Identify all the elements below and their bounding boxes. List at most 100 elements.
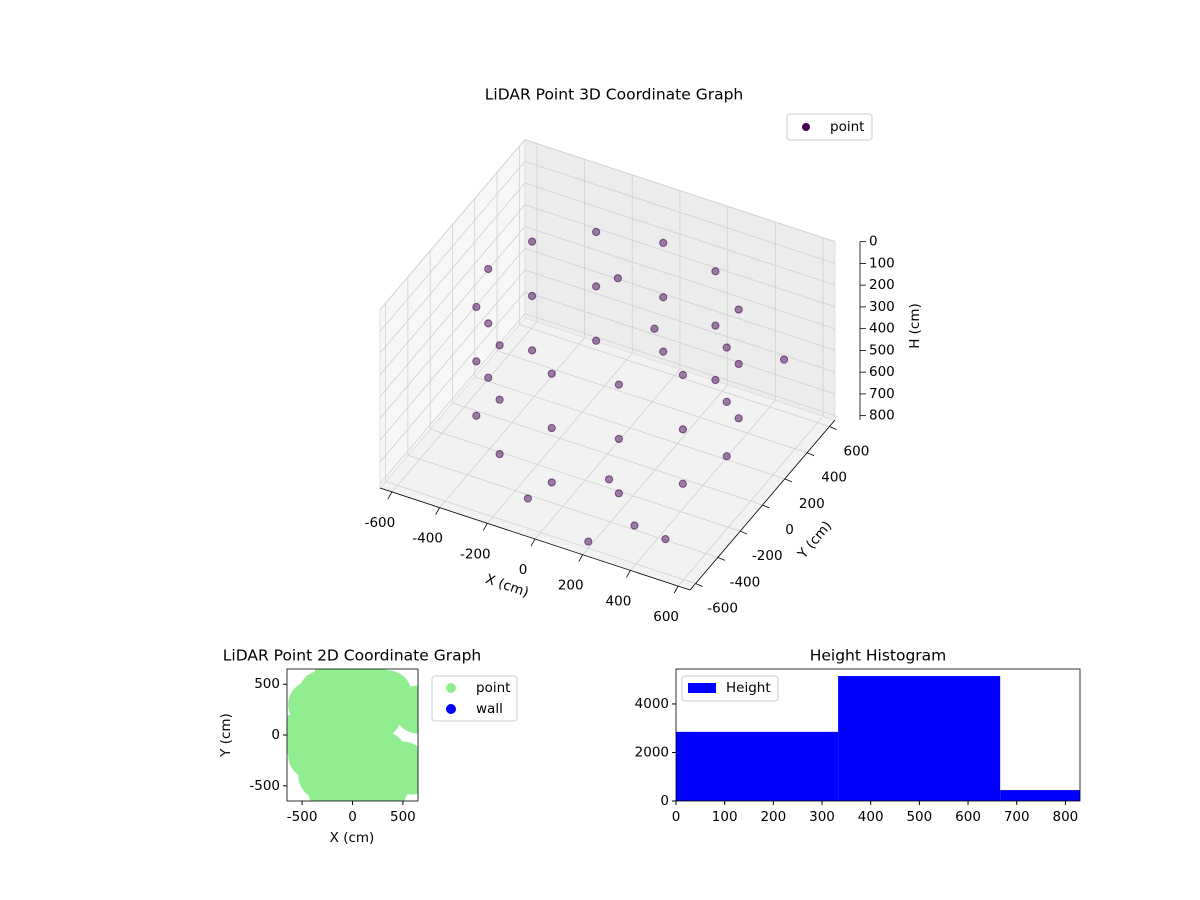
tick-mark (673, 585, 679, 594)
legend-box (431, 675, 518, 722)
y-tick-label: 4000 (635, 696, 669, 712)
y-tick-label: 2000 (635, 744, 669, 760)
point (484, 264, 493, 274)
point (678, 425, 687, 434)
point (592, 282, 601, 291)
point (711, 375, 720, 385)
x-tick-label: 200 (558, 578, 584, 594)
grid-line (524, 139, 836, 243)
x-axis-label: X (cm) (330, 830, 375, 846)
point (484, 373, 493, 382)
point (614, 434, 623, 444)
y-tick-label: 600 (844, 444, 870, 460)
point (523, 494, 533, 503)
y-tick-label: 0 (271, 727, 280, 743)
x-tick-label: 100 (712, 809, 738, 825)
tick-mark (435, 507, 440, 515)
legend-marker (688, 683, 716, 693)
x-tick-label: -600 (365, 515, 396, 531)
x-tick-label: 0 (672, 809, 681, 825)
tick-mark (829, 426, 837, 430)
grid-line (524, 182, 836, 286)
point (722, 397, 731, 407)
legend-marker (446, 683, 456, 693)
tick-mark (530, 538, 536, 547)
legend-label: wall (476, 701, 503, 717)
grid-line (379, 204, 526, 376)
tick-mark (626, 570, 631, 578)
x-tick-label: 600 (955, 809, 981, 825)
tick-mark (762, 504, 770, 509)
point (495, 341, 504, 350)
z-tick-label: 200 (869, 277, 895, 293)
grid-line (474, 376, 785, 480)
tick-mark (784, 478, 792, 483)
point (484, 319, 493, 328)
legend-box (681, 675, 779, 702)
x-tick-label: 600 (653, 609, 679, 625)
point (288, 731, 337, 780)
legend-label: point (476, 680, 510, 696)
point (678, 370, 687, 380)
x-tick-label: 0 (519, 562, 528, 578)
z-tick-label: 500 (869, 342, 895, 358)
x-tick-label: -400 (412, 531, 443, 547)
point (604, 475, 614, 484)
grid-line (379, 269, 526, 441)
bar (676, 731, 839, 801)
point (678, 479, 687, 488)
x-tick-label: -200 (460, 546, 491, 562)
y-tick-label: 200 (799, 496, 825, 512)
z-tick-label: 700 (869, 386, 895, 402)
tick-mark (740, 530, 748, 535)
legend-box (786, 113, 873, 141)
chart-title: LiDAR Point 2D Coordinate Graph (223, 647, 481, 665)
z-tick-label: 300 (869, 299, 895, 315)
z-axis-label: H (cm) (907, 303, 923, 349)
y-tick-label: 400 (821, 470, 847, 486)
grid-line (379, 161, 526, 332)
legend-marker (446, 704, 456, 714)
grid-line (379, 182, 526, 354)
z-tick-label: 400 (869, 321, 895, 337)
point (472, 411, 481, 420)
grid-line (524, 247, 836, 351)
point (358, 731, 407, 780)
grid-line (524, 226, 836, 330)
axis-line (689, 419, 836, 591)
bar (1000, 790, 1080, 801)
grid-line (524, 313, 836, 417)
grid-line (519, 324, 830, 427)
tick-mark (695, 583, 703, 587)
y-tick-label: -200 (752, 548, 783, 564)
grid-line (379, 291, 526, 463)
grid-line (524, 291, 836, 395)
legend-label: Height (726, 680, 771, 696)
y-tick-label: 0 (785, 522, 794, 538)
point (734, 414, 743, 423)
y-tick-label: 0 (660, 793, 669, 809)
grid-line (385, 481, 696, 584)
x-tick-label: 700 (1004, 809, 1030, 825)
point (495, 395, 504, 404)
grid-line (430, 428, 741, 532)
point (528, 291, 537, 301)
point (711, 321, 720, 330)
y-tick-label: -500 (249, 778, 280, 794)
tick-mark (578, 554, 584, 562)
grid-line (379, 226, 526, 397)
point (659, 238, 668, 247)
point (659, 347, 668, 356)
axis-line (379, 487, 691, 591)
point (661, 534, 670, 544)
y-tick-label: -400 (730, 574, 761, 590)
tick-mark (806, 452, 815, 457)
x-tick-label: -500 (287, 809, 318, 825)
point (613, 274, 622, 283)
point (472, 357, 481, 366)
grid-line (452, 402, 763, 506)
point (584, 537, 593, 546)
point (547, 423, 556, 433)
point (528, 237, 537, 246)
